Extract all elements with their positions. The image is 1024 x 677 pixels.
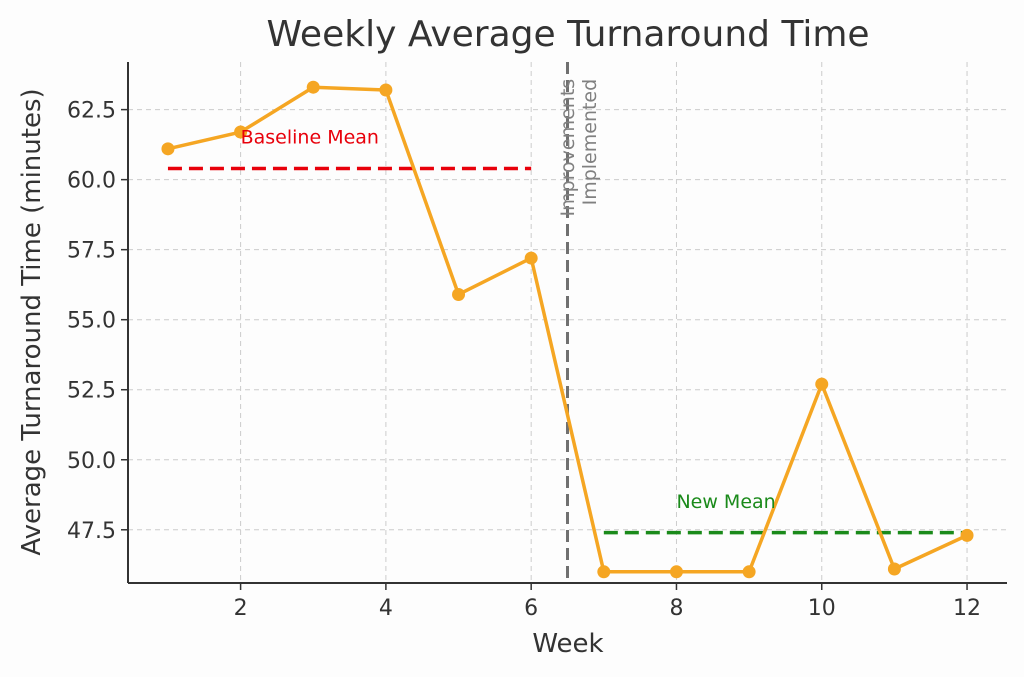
- data-point: [815, 377, 829, 391]
- data-point: [452, 287, 466, 301]
- data-series: [161, 80, 974, 579]
- improvements-annotation: Improvements Implemented: [557, 79, 601, 217]
- data-point: [306, 80, 320, 94]
- y-tick-label: 47.5: [67, 519, 116, 544]
- reference-lines: [167, 62, 968, 583]
- y-tick-label: 52.5: [67, 379, 116, 404]
- new-mean-annotation: New Mean: [676, 491, 775, 513]
- data-point: [742, 565, 756, 579]
- data-point: [234, 125, 248, 139]
- y-tick-label: 62.5: [67, 99, 116, 124]
- x-tick-label: 8: [669, 596, 683, 621]
- chart-title: Weekly Average Turnaround Time: [266, 14, 869, 55]
- y-tick-label: 57.5: [67, 239, 116, 264]
- x-tick-label: 4: [379, 596, 393, 621]
- x-tick-label: 10: [808, 596, 836, 621]
- data-point: [524, 251, 538, 265]
- series-line: [167, 85, 968, 574]
- y-axis-label: Average Turnaround Time (minutes): [17, 88, 47, 555]
- ticks: 2 4 6 8 10 12 47.5 50.0 52.5 55.0 57.5 60.0 62.5: [67, 99, 981, 621]
- y-tick-label: 55.0: [67, 309, 116, 334]
- data-point: [161, 142, 175, 156]
- data-point: [960, 528, 974, 542]
- data-point: [887, 562, 901, 576]
- x-tick-label: 12: [953, 596, 981, 621]
- improvements-annotation-line: Implemented: [579, 79, 601, 206]
- annotations: Baseline Mean New Mean Improvements Impleme…: [241, 79, 776, 513]
- data-point: [669, 565, 683, 579]
- x-axis-label: Week: [532, 629, 603, 659]
- y-tick-label: 50.0: [67, 449, 116, 474]
- x-tick-label: 2: [234, 596, 248, 621]
- axes: [127, 62, 1007, 584]
- data-point: [597, 565, 611, 579]
- x-tick-label: 6: [524, 596, 538, 621]
- data-point: [379, 83, 393, 97]
- improvements-annotation-line: Improvements: [557, 79, 579, 217]
- y-tick-label: 60.0: [67, 169, 116, 194]
- baseline-mean-annotation: Baseline Mean: [241, 127, 379, 149]
